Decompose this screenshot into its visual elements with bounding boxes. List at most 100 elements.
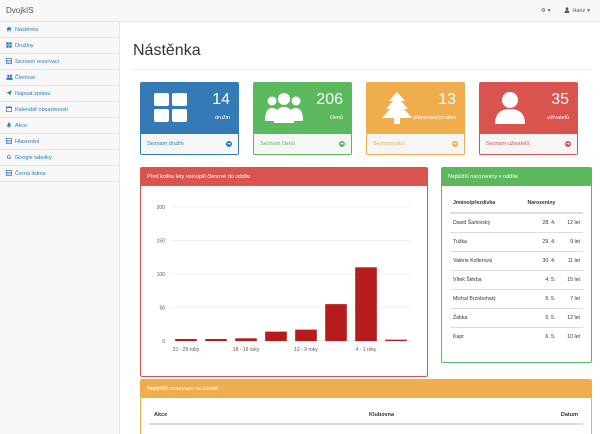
chart-bar bbox=[175, 338, 197, 341]
age-cell: 15 let bbox=[558, 269, 583, 289]
sidebar-item-label: Družiny bbox=[15, 42, 34, 49]
chart-bar bbox=[205, 338, 227, 341]
sidebar-item-druziny[interactable]: Družiny bbox=[0, 38, 119, 54]
x-tick-label: 31 - 29 roky bbox=[173, 347, 200, 353]
name-cell: Michal Brzobohatý bbox=[450, 288, 514, 308]
sidebar-item-label: Seznam rezervací bbox=[15, 58, 60, 65]
date-cell: 30. 4. bbox=[513, 250, 559, 270]
chevron-down-icon: ▾ bbox=[547, 8, 551, 14]
brand-logo[interactable]: DvojkIS bbox=[6, 6, 34, 15]
sidebar-item-label: Členové bbox=[15, 74, 36, 81]
user-icon bbox=[564, 7, 570, 15]
home-icon bbox=[6, 26, 12, 34]
chart-bar bbox=[355, 267, 377, 341]
table-row: Vítek Štěrba 4. 5. 15 let bbox=[450, 269, 583, 289]
stat-label: uživatelů bbox=[547, 115, 569, 121]
name-cell: Tužka bbox=[450, 231, 514, 251]
main-content: Nástěnka 14 družin Seznam družin ➜ 206 bbox=[121, 22, 600, 434]
arrow-right-icon: ➜ bbox=[565, 141, 571, 147]
y-tick-label: 50 bbox=[159, 305, 165, 311]
reservations-panel: Nejbližší rezervace na boudě Akce Klubov… bbox=[140, 379, 592, 434]
gear-icon: ⚙ bbox=[540, 8, 546, 14]
column-header: Klubovna bbox=[364, 406, 488, 425]
stat-link-druziny[interactable]: Seznam družin ➜ bbox=[141, 134, 238, 154]
reservations-table: Akce Klubovna Datum bbox=[149, 406, 583, 425]
grid-icon bbox=[6, 41, 12, 50]
sidebar-item-label: Napsat zprávu bbox=[15, 90, 51, 97]
sidebar-item-label: Google tabulky bbox=[15, 154, 52, 161]
page-title: Nástěnka bbox=[133, 42, 201, 59]
sidebar-item-akce[interactable]: Akce bbox=[0, 118, 119, 134]
chart-panel-title: Před kolika lety vstoupili členové do od… bbox=[141, 168, 427, 186]
age-cell: 9 let bbox=[558, 231, 583, 251]
stat-card-druziny: 14 družin Seznam družin ➜ bbox=[140, 82, 239, 155]
sidebar-item-label: Kalendář obsazenosti bbox=[15, 106, 68, 113]
sidebar-item-clenove[interactable]: Členové bbox=[0, 70, 119, 86]
stat-link-akce[interactable]: Seznam akcí ➜ bbox=[367, 134, 464, 154]
age-cell: 12 let bbox=[558, 307, 583, 327]
date-cell: 5. 5. bbox=[513, 288, 559, 308]
age-cell: 7 let bbox=[558, 288, 583, 308]
table-header: Jméno/přezdívka Narozeniny bbox=[450, 194, 583, 214]
users-icon bbox=[6, 74, 13, 82]
list-icon bbox=[5, 57, 13, 66]
birthdays-table: Jméno/přezdívka Narozeniny David Šarlovs… bbox=[450, 194, 583, 346]
stat-link-uzivatele[interactable]: Seznam uživatelů ➜ bbox=[480, 134, 577, 154]
x-tick-label: 12 - 9 roky bbox=[294, 347, 318, 353]
date-cell: 5. 5. bbox=[513, 307, 559, 327]
chart-bar bbox=[265, 331, 287, 341]
sidebar-item-google-tabulky[interactable]: G Google tabulky bbox=[0, 150, 119, 166]
arrow-right-icon: ➜ bbox=[339, 141, 345, 147]
table-row: David Šarlovský 28. 4. 12 let bbox=[450, 212, 583, 232]
sidebar-item-seznam-rezervaci[interactable]: Seznam rezervací bbox=[0, 54, 119, 70]
sidebar: Nástěnka Družiny Seznam rezervací Členov… bbox=[0, 22, 120, 434]
column-header: Jméno/přezdívka bbox=[450, 194, 514, 214]
column-header bbox=[558, 194, 583, 214]
table-row: Valérie Kollerová 30. 4. 11 let bbox=[450, 250, 583, 270]
sidebar-item-napsat-zpravu[interactable]: Napsat zprávu bbox=[0, 86, 119, 102]
stat-label: plánovaných akcí bbox=[413, 115, 457, 121]
stat-link-label: Seznam družin bbox=[147, 141, 184, 147]
tree-icon bbox=[6, 121, 12, 130]
stat-link-label: Seznam akcí bbox=[373, 141, 405, 147]
google-icon: G bbox=[6, 154, 12, 161]
sidebar-item-hlasovani[interactable]: Hlasování bbox=[0, 134, 119, 150]
age-cell: 10 let bbox=[558, 326, 583, 346]
users-icon bbox=[265, 93, 303, 123]
user-menu[interactable]: Hanz ▾ bbox=[564, 7, 590, 15]
stat-label: družin bbox=[215, 115, 230, 121]
y-tick-label: 150 bbox=[157, 238, 166, 244]
age-cell: 11 let bbox=[558, 250, 583, 270]
table-row: Michal Brzobohatý 5. 5. 7 let bbox=[450, 288, 583, 308]
sidebar-item-kalendar[interactable]: Kalendář obsazenosti bbox=[0, 102, 119, 118]
date-cell: 28. 4. bbox=[513, 212, 559, 232]
y-tick-label: 100 bbox=[157, 272, 166, 278]
date-cell: 6. 5. bbox=[513, 326, 559, 346]
sidebar-item-cerna-listina[interactable]: Černá listina bbox=[0, 166, 119, 182]
chart-bar bbox=[325, 304, 347, 341]
chart-bar bbox=[385, 339, 407, 341]
chart-bar bbox=[295, 329, 317, 341]
title-divider bbox=[133, 69, 591, 70]
table-row: Tužka 29. 4. 9 let bbox=[450, 231, 583, 251]
stat-link-clenove[interactable]: Seznam členů ➜ bbox=[254, 134, 351, 154]
stat-card-uzivatele: 35 uživatelů Seznam uživatelů ➜ bbox=[479, 82, 578, 155]
reservations-panel-title: Nejbližší rezervace na boudě bbox=[141, 380, 591, 398]
stat-card-clenove: 206 členů Seznam členů ➜ bbox=[253, 82, 352, 155]
chart-bar bbox=[235, 338, 257, 341]
settings-menu[interactable]: ⚙ ▾ bbox=[541, 8, 551, 14]
tree-icon bbox=[382, 92, 412, 124]
stat-link-label: Seznam členů bbox=[260, 141, 295, 147]
list-icon bbox=[5, 137, 13, 146]
user-name: Hanz bbox=[572, 8, 586, 14]
x-tick-label: 18 - 16 roky bbox=[233, 347, 260, 353]
user-icon bbox=[495, 92, 525, 124]
stat-card-akce: 13 plánovaných akcí Seznam akcí ➜ bbox=[366, 82, 465, 155]
column-header: Akce bbox=[149, 406, 364, 425]
name-cell: Vítek Štěrba bbox=[450, 269, 514, 289]
stat-number: 206 bbox=[316, 91, 343, 108]
name-cell: David Šarlovský bbox=[450, 212, 514, 232]
name-cell: Kapr bbox=[450, 326, 514, 346]
sidebar-item-nastenka[interactable]: Nástěnka bbox=[0, 22, 119, 38]
date-cell: 4. 5. bbox=[513, 269, 559, 289]
